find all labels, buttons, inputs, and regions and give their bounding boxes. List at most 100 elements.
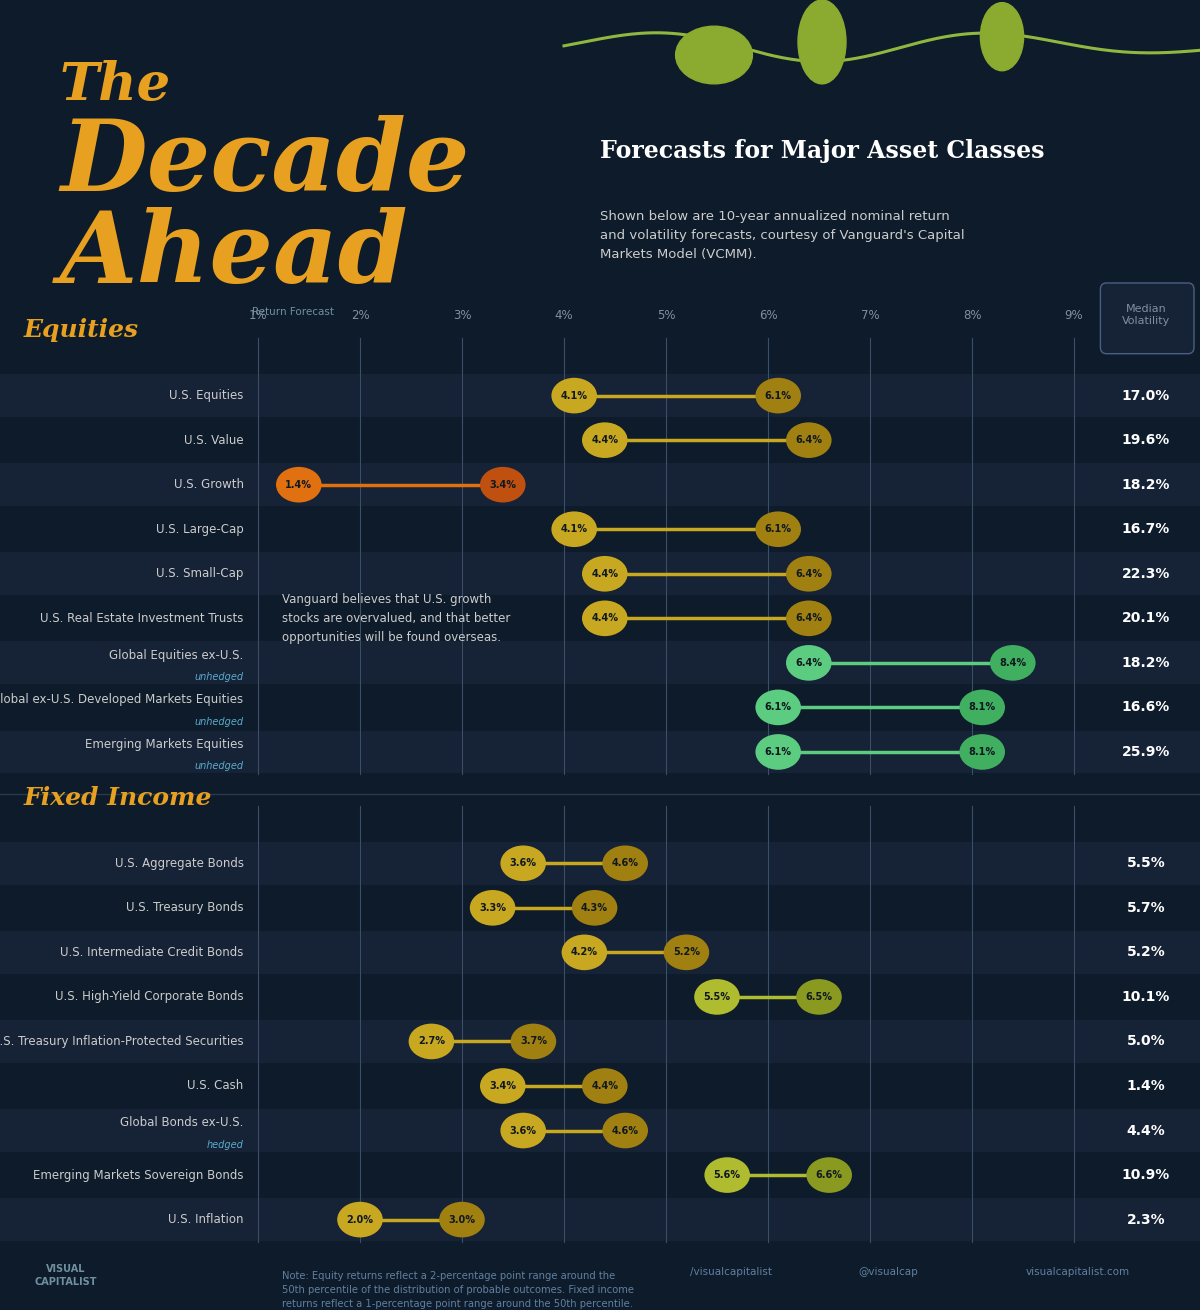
Text: 6.1%: 6.1% [764, 390, 792, 401]
Text: unhedged: unhedged [194, 761, 244, 772]
Ellipse shape [582, 600, 628, 637]
Text: Note: Equity returns reflect a 2-percentage point range around the
50th percenti: Note: Equity returns reflect a 2-percent… [282, 1271, 634, 1310]
Ellipse shape [806, 1157, 852, 1193]
Text: 5.5%: 5.5% [703, 992, 731, 1002]
Text: 6.5%: 6.5% [805, 992, 833, 1002]
Text: 6.4%: 6.4% [796, 435, 822, 445]
Text: 3.4%: 3.4% [490, 1081, 516, 1091]
Text: 6.4%: 6.4% [796, 658, 822, 668]
FancyBboxPatch shape [0, 686, 1200, 728]
Ellipse shape [510, 1023, 556, 1060]
FancyBboxPatch shape [0, 1199, 1200, 1241]
Text: Global Bonds ex-U.S.: Global Bonds ex-U.S. [120, 1116, 244, 1129]
Ellipse shape [408, 1023, 455, 1060]
Ellipse shape [756, 511, 802, 548]
Text: Return Forecast: Return Forecast [252, 307, 334, 317]
Text: 1.4%: 1.4% [1127, 1079, 1165, 1093]
Ellipse shape [756, 689, 802, 726]
Text: @visualcap: @visualcap [858, 1267, 918, 1277]
Ellipse shape [798, 0, 846, 84]
Text: 5.7%: 5.7% [1127, 901, 1165, 914]
Ellipse shape [676, 26, 752, 84]
Text: 18.2%: 18.2% [1122, 478, 1170, 491]
Text: 4%: 4% [554, 309, 574, 322]
Ellipse shape [480, 466, 526, 503]
Ellipse shape [704, 1157, 750, 1193]
FancyBboxPatch shape [0, 553, 1200, 595]
Ellipse shape [500, 1112, 546, 1149]
Text: U.S. Value: U.S. Value [184, 434, 244, 447]
Text: Global Equities ex-U.S.: Global Equities ex-U.S. [109, 648, 244, 662]
Text: 2.0%: 2.0% [347, 1214, 373, 1225]
Text: 22.3%: 22.3% [1122, 567, 1170, 580]
Text: U.S. Treasury Bonds: U.S. Treasury Bonds [126, 901, 244, 914]
Text: 6.4%: 6.4% [796, 569, 822, 579]
Ellipse shape [756, 377, 802, 414]
Ellipse shape [990, 645, 1036, 681]
Text: 3.7%: 3.7% [520, 1036, 547, 1047]
Text: 3.3%: 3.3% [479, 903, 506, 913]
FancyBboxPatch shape [0, 842, 1200, 884]
FancyBboxPatch shape [0, 375, 1200, 417]
FancyBboxPatch shape [0, 887, 1200, 929]
Text: 18.2%: 18.2% [1122, 656, 1170, 669]
Text: 20.1%: 20.1% [1122, 612, 1170, 625]
FancyBboxPatch shape [0, 931, 1200, 973]
Ellipse shape [582, 1068, 628, 1104]
Ellipse shape [797, 979, 842, 1015]
Text: 10.9%: 10.9% [1122, 1169, 1170, 1182]
Text: 6.1%: 6.1% [764, 702, 792, 713]
Text: 4.1%: 4.1% [560, 524, 588, 534]
Text: Equities: Equities [24, 318, 139, 342]
Text: U.S. Large-Cap: U.S. Large-Cap [156, 523, 244, 536]
Ellipse shape [786, 422, 832, 458]
FancyBboxPatch shape [0, 642, 1200, 684]
Text: Emerging Markets Sovereign Bonds: Emerging Markets Sovereign Bonds [34, 1169, 244, 1182]
Text: Fixed Income: Fixed Income [24, 786, 212, 810]
Ellipse shape [602, 845, 648, 882]
Ellipse shape [960, 734, 1006, 770]
Text: 3%: 3% [452, 309, 472, 322]
Text: U.S. Inflation: U.S. Inflation [168, 1213, 244, 1226]
Text: hedged: hedged [206, 1140, 244, 1150]
Ellipse shape [664, 934, 709, 971]
Text: U.S. Equities: U.S. Equities [169, 389, 244, 402]
Ellipse shape [572, 889, 618, 926]
Text: Emerging Markets Equities: Emerging Markets Equities [85, 738, 244, 751]
FancyBboxPatch shape [0, 464, 1200, 506]
Ellipse shape [480, 1068, 526, 1104]
Text: Shown below are 10-year annualized nominal return
and volatility forecasts, cour: Shown below are 10-year annualized nomin… [600, 210, 965, 261]
Ellipse shape [552, 511, 598, 548]
Text: 5%: 5% [656, 309, 676, 322]
Ellipse shape [756, 734, 802, 770]
FancyBboxPatch shape [0, 731, 1200, 773]
Text: 3.6%: 3.6% [510, 858, 536, 869]
Text: 5.2%: 5.2% [673, 947, 700, 958]
Ellipse shape [695, 979, 739, 1015]
Text: The: The [60, 60, 172, 110]
Text: VISUAL
CAPITALIST: VISUAL CAPITALIST [35, 1264, 97, 1288]
Text: 4.1%: 4.1% [560, 390, 588, 401]
FancyBboxPatch shape [0, 1020, 1200, 1062]
Text: U.S. Cash: U.S. Cash [187, 1079, 244, 1093]
Text: 9%: 9% [1064, 309, 1084, 322]
FancyBboxPatch shape [0, 1065, 1200, 1107]
FancyBboxPatch shape [0, 1154, 1200, 1196]
Text: 16.6%: 16.6% [1122, 701, 1170, 714]
Ellipse shape [439, 1201, 485, 1238]
Ellipse shape [276, 466, 322, 503]
Ellipse shape [500, 845, 546, 882]
Text: 3.6%: 3.6% [510, 1125, 536, 1136]
FancyBboxPatch shape [0, 1110, 1200, 1151]
Ellipse shape [786, 600, 832, 637]
Text: 8.1%: 8.1% [968, 747, 996, 757]
Text: 4.4%: 4.4% [592, 569, 618, 579]
Text: 6.1%: 6.1% [764, 524, 792, 534]
Text: Global ex-U.S. Developed Markets Equities: Global ex-U.S. Developed Markets Equitie… [0, 693, 244, 706]
Text: 4.4%: 4.4% [592, 613, 618, 624]
Text: 2.3%: 2.3% [1127, 1213, 1165, 1226]
Text: 6.1%: 6.1% [764, 747, 792, 757]
Text: 16.7%: 16.7% [1122, 523, 1170, 536]
Text: 4.4%: 4.4% [592, 435, 618, 445]
Text: 4.6%: 4.6% [612, 858, 638, 869]
